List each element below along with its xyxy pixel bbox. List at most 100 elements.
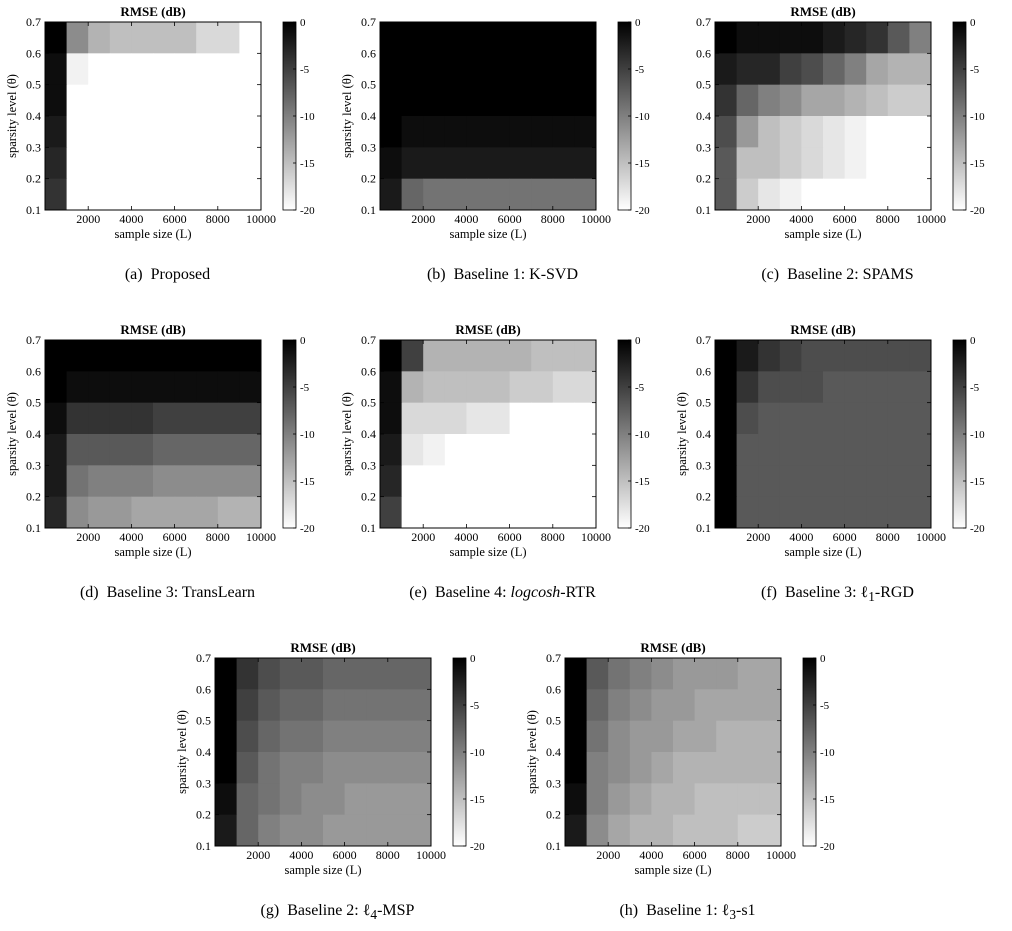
heatmap-cell bbox=[258, 720, 281, 753]
caption-d: (d) Baseline 3: TransLearn bbox=[79, 584, 256, 601]
heatmap-cell bbox=[736, 496, 759, 529]
heatmap-cell bbox=[196, 147, 219, 180]
heatmap-cell bbox=[45, 402, 68, 435]
heatmap-cell bbox=[552, 402, 575, 435]
heatmap-cell bbox=[131, 22, 154, 54]
x-tick-label: 2000 bbox=[746, 530, 770, 544]
x-tick-label: 6000 bbox=[163, 530, 187, 544]
heatmap-cell bbox=[715, 22, 738, 54]
y-tick-label: 0.5 bbox=[361, 78, 376, 92]
heatmap-cell bbox=[586, 814, 609, 847]
y-tick-label: 0.1 bbox=[196, 839, 211, 853]
heatmap-cell bbox=[423, 371, 446, 404]
heatmap-cell bbox=[736, 84, 759, 117]
y-tick-label: 0.6 bbox=[26, 364, 41, 378]
heatmap-cell bbox=[531, 22, 554, 54]
colorbar-tick-label: -5 bbox=[635, 382, 645, 394]
heatmap-cell bbox=[715, 147, 738, 180]
heatmap-cell bbox=[301, 720, 324, 753]
heatmap-cell bbox=[909, 22, 932, 54]
heatmap-cell bbox=[823, 116, 846, 148]
heatmap-cell bbox=[866, 147, 889, 180]
x-tick-label: 8000 bbox=[206, 212, 230, 226]
heatmap-cell bbox=[423, 496, 446, 529]
heatmap-cell bbox=[823, 496, 846, 529]
heatmap-cell bbox=[66, 22, 89, 54]
heatmap-cell bbox=[887, 371, 910, 404]
caption-f: (f) Baseline 3: ℓ1-RGD bbox=[761, 584, 914, 605]
heatmap-cell bbox=[153, 496, 176, 529]
x-tick-label: 6000 bbox=[163, 212, 187, 226]
y-tick-label: 0.3 bbox=[696, 458, 711, 472]
x-tick-label: 10000 bbox=[766, 848, 796, 862]
heatmap-cell bbox=[217, 434, 240, 466]
heatmap-cell bbox=[153, 340, 176, 372]
heatmap-cell bbox=[88, 496, 111, 529]
heatmap-cell bbox=[423, 465, 446, 498]
heatmap-cell bbox=[401, 178, 424, 211]
colorbar-tick-label: -10 bbox=[970, 429, 985, 441]
heatmap-cell bbox=[174, 434, 197, 466]
heatmap-cell bbox=[217, 84, 240, 117]
heatmap-cell bbox=[196, 84, 219, 117]
heatmap-cell bbox=[694, 783, 717, 816]
heatmap-cell bbox=[887, 340, 910, 372]
heatmap-cell bbox=[488, 116, 511, 148]
heatmap-cell bbox=[715, 496, 738, 529]
heatmap-cell bbox=[323, 658, 346, 690]
heatmap-cell bbox=[552, 147, 575, 180]
colorbar-tick-label: -15 bbox=[970, 476, 985, 488]
heatmap-cell bbox=[131, 371, 154, 404]
heatmap-cell bbox=[715, 84, 738, 117]
heatmap-panel-h: 2000 4000 6000 8000 10000 0.1 0.2 0.3 0.4 0.5 0.6 0… bbox=[520, 636, 855, 898]
heatmap-cell bbox=[217, 22, 240, 54]
x-tick-label: 8000 bbox=[876, 530, 900, 544]
heatmap-cell bbox=[66, 340, 89, 372]
heatmap-cell bbox=[866, 84, 889, 117]
x-tick-label: 4000 bbox=[289, 848, 313, 862]
heatmap-cell bbox=[174, 371, 197, 404]
heatmap-cell bbox=[258, 752, 281, 784]
heatmap-cell bbox=[887, 434, 910, 466]
x-tick-label: 4000 bbox=[639, 848, 663, 862]
heatmap-cell bbox=[801, 22, 824, 54]
heatmap-cell bbox=[574, 22, 597, 54]
heatmap-cell bbox=[444, 147, 467, 180]
colorbar-tick-label: -10 bbox=[635, 111, 650, 123]
heatmap-cell bbox=[909, 340, 932, 372]
heatmap-cell bbox=[715, 340, 738, 372]
heatmap-cell bbox=[488, 147, 511, 180]
heatmap-cell bbox=[736, 53, 759, 86]
heatmap-cell bbox=[488, 178, 511, 211]
x-axis-label: sample size (L) bbox=[784, 227, 861, 241]
heatmap-cell bbox=[401, 53, 424, 86]
heatmap-cell bbox=[301, 689, 324, 722]
colorbar-tick-label: -15 bbox=[300, 476, 315, 488]
heatmap-cell bbox=[909, 53, 932, 86]
heatmap-svg-f: 2000 4000 6000 8000 10000 0.1 0.2 0.3 0.4 0.5 0.6 0… bbox=[675, 322, 985, 559]
heatmap-cell bbox=[823, 402, 846, 435]
heatmap-cell bbox=[866, 340, 889, 372]
x-tick-label: 2000 bbox=[411, 530, 435, 544]
heatmap-cell bbox=[716, 783, 739, 816]
colorbar-tick-label: -15 bbox=[635, 158, 650, 170]
colorbar-tick-label: -20 bbox=[635, 205, 650, 217]
colorbar-tick-label: -10 bbox=[820, 747, 835, 759]
heatmap-cell bbox=[387, 720, 410, 753]
heatmap-cell bbox=[779, 340, 802, 372]
y-tick-label: 0.1 bbox=[361, 203, 376, 217]
heatmap-cell bbox=[823, 22, 846, 54]
heatmap-cell bbox=[866, 496, 889, 529]
heatmap-cell bbox=[401, 465, 424, 498]
heatmap-cell bbox=[574, 53, 597, 86]
heatmap-cell bbox=[823, 53, 846, 86]
heatmap-cell bbox=[217, 178, 240, 211]
heatmap-cell bbox=[866, 178, 889, 211]
heatmap-cell bbox=[401, 496, 424, 529]
heatmap-cell bbox=[694, 814, 717, 847]
heatmap-cell bbox=[301, 752, 324, 784]
heatmap-cell bbox=[758, 147, 781, 180]
heatmap-cell bbox=[758, 340, 781, 372]
heatmap-cell bbox=[737, 814, 760, 847]
x-axis-label: sample size (L) bbox=[449, 545, 526, 559]
